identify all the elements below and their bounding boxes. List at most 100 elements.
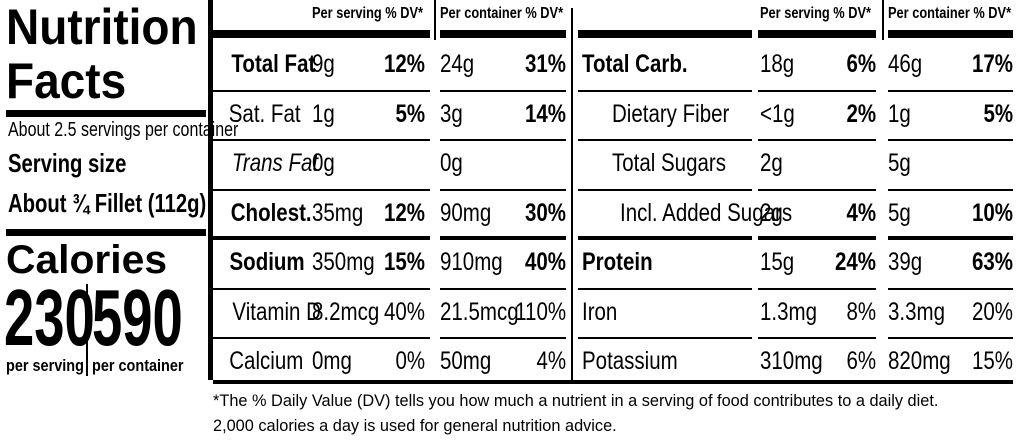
row-separator xyxy=(758,189,876,191)
nutrient-name: Vitamin D xyxy=(232,298,321,326)
row-separator xyxy=(758,288,876,290)
per-serving-dv: 5% xyxy=(395,100,425,128)
per-serving-amount: 18g xyxy=(760,50,795,78)
per-container-amount: 820mg xyxy=(888,347,951,375)
per-container-dv: 4% xyxy=(536,347,566,375)
row-separator xyxy=(578,236,752,240)
row-separator xyxy=(440,90,566,92)
per-serving-amount: 8.2mcg xyxy=(312,298,380,326)
nutrient-name: Cholest. xyxy=(230,199,312,227)
per-serving-dv: 6% xyxy=(846,50,876,78)
top-bar-2 xyxy=(440,30,566,38)
servings-per-container: About 2.5 servings per container xyxy=(8,119,239,141)
serving-size-label: Serving size xyxy=(8,148,127,178)
per-serving-amount: 310mg xyxy=(760,347,823,375)
header-sep-2 xyxy=(882,0,884,40)
daily-value-footnote: *The % Daily Value (DV) tells you how mu… xyxy=(213,391,939,435)
row-separator xyxy=(758,337,876,339)
per-container-amount: 910mg xyxy=(440,248,503,276)
nutrient-name: Iron xyxy=(582,298,618,326)
nutrient-name: Sat. Fat xyxy=(228,100,301,128)
per-container-amount: 39g xyxy=(888,248,923,276)
row-separator xyxy=(578,337,752,339)
per-container-dv: 10% xyxy=(971,199,1013,227)
header-left-per-serving: Per serving % DV* xyxy=(312,5,423,22)
per-serving-dv: 8% xyxy=(846,298,876,326)
per-container-label: per container xyxy=(92,356,184,375)
per-container-dv: 14% xyxy=(524,100,566,128)
per-serving-dv: 4% xyxy=(846,199,876,227)
header-left-per-container: Per container % DV* xyxy=(440,5,564,22)
per-serving-amount: 2g xyxy=(760,149,783,177)
per-serving-dv: 40% xyxy=(383,298,425,326)
row-separator xyxy=(213,288,430,290)
per-container-dv: 31% xyxy=(524,50,566,78)
row-separator xyxy=(888,236,1013,240)
per-serving-amount: 9g xyxy=(312,50,335,78)
header-sep-1 xyxy=(434,0,436,40)
row-separator xyxy=(213,189,430,191)
per-container-dv: 15% xyxy=(971,347,1013,375)
top-bar-1 xyxy=(213,30,430,38)
per-container-dv xyxy=(950,151,1013,176)
top-bar-4 xyxy=(758,30,876,38)
per-serving-dv: 15% xyxy=(383,248,425,276)
top-bar-3 xyxy=(578,30,752,38)
per-container-amount: 21.5mcg xyxy=(440,298,519,326)
per-container-amount: 3.3mg xyxy=(888,298,945,326)
nutrient-name: Incl. Added Sugars xyxy=(620,199,793,227)
per-container-dv: 5% xyxy=(983,100,1013,128)
per-serving-amount: 1g xyxy=(312,100,335,128)
per-serving-dv: 6% xyxy=(846,347,876,375)
per-serving-dv xyxy=(816,151,876,176)
row-separator xyxy=(213,90,430,92)
nutrient-name: Total Sugars xyxy=(612,149,726,177)
serving-size-value: About ¾ Fillet (112g) xyxy=(8,188,207,218)
header-right-per-container: Per container % DV* xyxy=(888,5,1012,22)
row-separator xyxy=(440,189,566,191)
nutrient-name: Trans Fat xyxy=(231,149,319,177)
nutrient-name: Calcium xyxy=(229,347,304,375)
title-facts: Facts xyxy=(6,53,127,109)
row-separator xyxy=(440,337,566,339)
row-separator xyxy=(888,90,1013,92)
bottom-rule xyxy=(213,380,1013,384)
center-divider xyxy=(571,8,573,380)
row-separator xyxy=(213,139,430,141)
calories-label: Calories xyxy=(6,238,168,282)
row-separator xyxy=(758,90,876,92)
per-serving-amount: 1.3mg xyxy=(760,298,817,326)
per-container-dv: 110% xyxy=(515,298,566,326)
per-serving-amount: 0g xyxy=(312,149,335,177)
left-panel-divider xyxy=(208,0,213,380)
per-serving-amount: 15g xyxy=(760,248,795,276)
row-separator xyxy=(888,337,1013,339)
nutrient-name: Total Fat xyxy=(231,50,316,78)
per-serving-amount: 35mg xyxy=(312,199,364,227)
per-serving-amount: 0mg xyxy=(312,347,352,375)
calories-per-container: 590 xyxy=(92,273,183,362)
row-separator xyxy=(578,90,752,92)
per-container-amount: 5g xyxy=(888,199,911,227)
per-serving-amount: <1g xyxy=(760,100,795,128)
per-serving-label: per serving xyxy=(6,356,84,375)
row-separator xyxy=(213,236,430,240)
row-separator xyxy=(888,189,1013,191)
row-separator xyxy=(758,139,876,141)
row-separator xyxy=(758,236,876,240)
per-serving-dv xyxy=(365,151,425,176)
calories-divider xyxy=(86,284,88,376)
per-container-dv xyxy=(500,151,566,176)
row-separator xyxy=(578,288,752,290)
row-separator xyxy=(578,189,752,191)
per-serving-dv: 2% xyxy=(846,100,876,128)
title-rule xyxy=(6,110,206,117)
row-separator xyxy=(440,236,566,240)
row-separator xyxy=(213,337,430,339)
per-container-dv: 30% xyxy=(524,199,566,227)
nutrient-name: Protein xyxy=(582,248,653,276)
per-container-amount: 3g xyxy=(440,100,463,128)
row-separator xyxy=(578,139,752,141)
title-nutrition: Nutrition xyxy=(6,0,198,55)
per-serving-amount: 350mg xyxy=(312,248,375,276)
